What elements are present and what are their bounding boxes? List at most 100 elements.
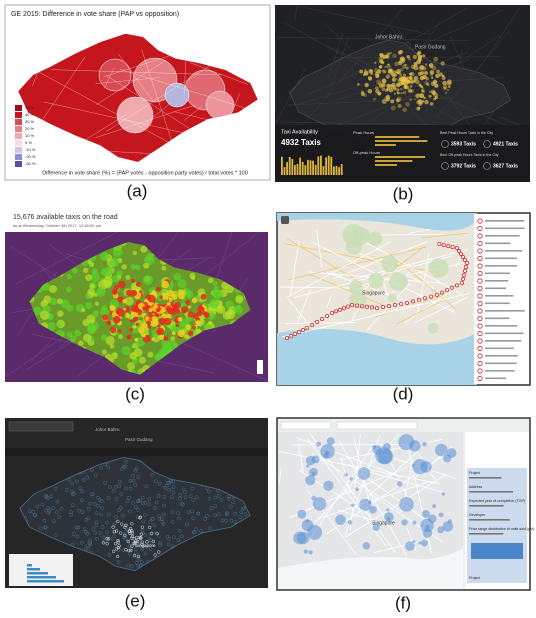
stat-value: 3792 Taxis	[451, 163, 476, 169]
road	[484, 93, 508, 125]
hex	[86, 543, 90, 548]
project-circle	[437, 526, 445, 534]
road	[309, 274, 389, 309]
taxi-glow	[413, 65, 419, 71]
taxi-glow	[379, 53, 383, 57]
hex	[31, 510, 35, 514]
taxi-glow	[409, 98, 413, 102]
hex	[33, 513, 37, 517]
taxi-glow	[419, 58, 422, 61]
hex	[92, 502, 97, 506]
park	[367, 231, 383, 246]
list-icon	[477, 218, 483, 224]
heat-red	[177, 289, 184, 295]
taxi-glow	[419, 54, 423, 58]
caption: (e)	[125, 591, 146, 610]
boundary	[27, 65, 196, 157]
hex-core	[130, 544, 134, 548]
hex	[150, 517, 155, 521]
route-stop	[437, 241, 442, 246]
taxi-glow	[419, 64, 425, 70]
hex	[75, 479, 79, 484]
hex	[131, 501, 135, 505]
hex	[49, 494, 54, 499]
route-stop	[461, 273, 466, 278]
route-stop	[330, 311, 335, 316]
hex-core	[135, 539, 140, 543]
hex	[220, 518, 225, 523]
list-line	[485, 235, 520, 237]
section-bar	[375, 164, 397, 166]
route-stop	[459, 281, 464, 286]
taxi-glow	[433, 56, 439, 62]
hex	[80, 540, 84, 545]
hex	[77, 508, 81, 513]
taxi-glow	[438, 72, 443, 77]
heat-red	[141, 333, 146, 338]
hex	[117, 508, 121, 512]
hex	[44, 494, 48, 498]
heat-red	[109, 305, 116, 312]
taxi-glow	[441, 76, 446, 81]
heat-red	[138, 326, 145, 334]
route-stop	[334, 309, 339, 314]
stats-total: 4932 Taxis	[281, 138, 321, 147]
heat-green	[109, 344, 115, 349]
hex	[88, 501, 92, 506]
project-circle	[359, 498, 372, 511]
project-circle	[377, 449, 394, 465]
heat-green	[154, 354, 161, 361]
taxi-glow	[359, 69, 364, 74]
route-stop	[393, 303, 398, 308]
hex	[106, 496, 111, 500]
taxi-glow	[400, 67, 404, 72]
hex	[144, 544, 149, 549]
hex	[143, 551, 148, 556]
taxi-glow	[386, 83, 391, 89]
hex	[102, 539, 107, 543]
park	[389, 272, 408, 291]
legend-label: 10 %	[25, 133, 35, 138]
hex-core	[116, 540, 120, 544]
road	[455, 249, 465, 268]
place-label: Singapore	[362, 290, 385, 296]
project-circle	[409, 440, 421, 452]
hex	[171, 520, 175, 524]
taxi-glow	[397, 88, 400, 91]
road	[296, 288, 311, 325]
heat-green	[209, 298, 220, 309]
heat-red	[130, 310, 139, 319]
road	[281, 293, 470, 338]
list-line	[485, 362, 517, 365]
taxi-glow	[396, 96, 402, 102]
taxi-glow	[446, 79, 452, 85]
heat-red	[158, 334, 164, 340]
taxi-glow	[422, 54, 426, 58]
taxi-glow	[415, 93, 420, 99]
taxi-glow	[385, 88, 389, 91]
hex	[70, 492, 75, 496]
hour-bar	[291, 159, 294, 175]
hex	[162, 503, 166, 508]
search-bar	[336, 421, 418, 430]
hex	[170, 510, 175, 514]
list-line	[485, 325, 518, 327]
taxi-glow	[435, 73, 440, 79]
legend-swatch	[15, 126, 22, 132]
hex	[135, 561, 139, 565]
hour-bar	[330, 156, 333, 175]
hex	[143, 501, 148, 505]
hex	[183, 495, 188, 499]
hex	[178, 496, 182, 501]
taxi-glow	[381, 87, 386, 92]
hex	[139, 560, 144, 564]
hex	[53, 533, 58, 537]
hex-core	[126, 539, 130, 544]
taxi-glow	[385, 94, 391, 100]
hex-core	[112, 530, 117, 534]
hex	[148, 519, 152, 524]
taxi-glow	[400, 88, 403, 91]
park	[381, 255, 398, 273]
heat-green	[216, 305, 226, 314]
park	[387, 293, 397, 303]
